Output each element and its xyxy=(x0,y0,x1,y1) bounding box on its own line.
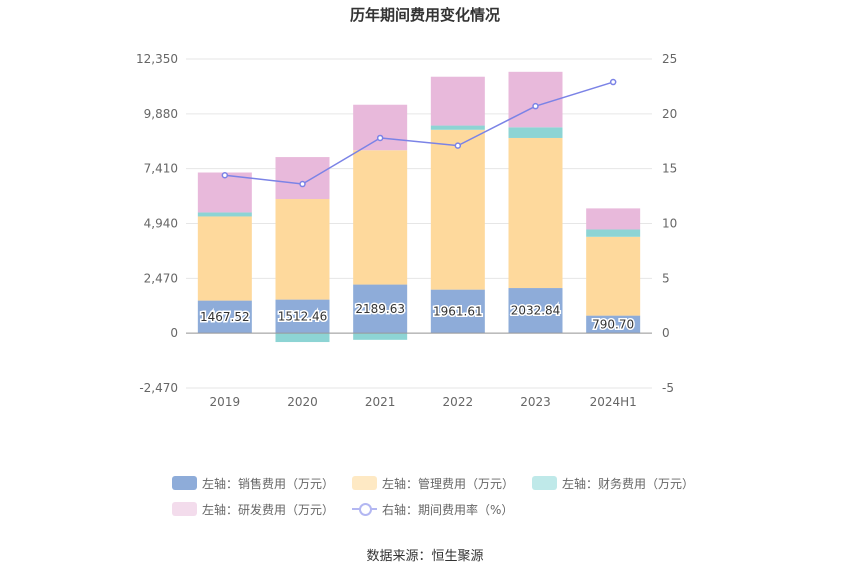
data-label-sales: 1961.61 xyxy=(433,304,483,318)
rate-point-2022 xyxy=(454,142,462,149)
bar-finance-2023 xyxy=(508,127,563,138)
bar-sales-2023 xyxy=(508,288,563,334)
bar-admin-2024H1 xyxy=(586,236,641,316)
legend-item-finance[interactable]: 左轴：财务费用（万元） xyxy=(532,475,694,492)
y-right-tick-label: -5 xyxy=(662,381,674,395)
data-label-sales: 2032.84 xyxy=(511,304,561,318)
bar-finance-2022 xyxy=(430,125,485,130)
data-label-sales: 1512.46 xyxy=(278,309,328,323)
data-label-sales: 2189.63 xyxy=(355,302,405,316)
bar-admin-2020 xyxy=(275,199,330,300)
legend-label-rate: 右轴：期间费用率（%） xyxy=(382,502,514,517)
y-right-tick-label: 15 xyxy=(662,162,677,176)
bar-rd-2023 xyxy=(508,71,563,128)
legend-label-sales: 左轴：销售费用（万元） xyxy=(202,476,335,491)
legend-swatch-sales xyxy=(172,476,197,490)
legend-item-admin[interactable]: 左轴：管理费用（万元） xyxy=(352,475,514,492)
bar-rd-2020 xyxy=(275,157,330,200)
bar-sales-2021 xyxy=(353,284,408,334)
legend-swatch-admin xyxy=(352,476,378,490)
legend-swatch-rd xyxy=(172,502,197,516)
data-source-note: 数据来源：恒生聚源 xyxy=(366,549,484,564)
y-left-tick-label: 9,880 xyxy=(144,107,178,121)
bar-sales-2024H1 xyxy=(586,315,641,334)
bar-finance-2020 xyxy=(275,333,330,343)
x-tick-label: 2020 xyxy=(287,395,318,409)
data-label-sales: 1467.52 xyxy=(200,310,250,324)
y-left-tick-label: 2,470 xyxy=(144,271,178,285)
x-tick-label: 2022 xyxy=(443,395,474,409)
bar-sales-2020 xyxy=(275,299,330,334)
legend-item-rate[interactable]: 右轴：期间费用率（%） xyxy=(352,501,513,518)
y-left-tick-label: 4,940 xyxy=(144,217,178,231)
rate-point-2019 xyxy=(221,171,229,179)
bar-finance-2024H1 xyxy=(586,229,641,237)
legend-label-admin: 左轴：管理费用（万元） xyxy=(382,476,515,491)
rate-point-2024H1 xyxy=(609,78,617,86)
rate-point-2020 xyxy=(299,180,306,188)
y-left-tick-label: -2,470 xyxy=(139,381,178,395)
rate-point-2021 xyxy=(376,134,384,142)
bar-admin-2022 xyxy=(430,129,485,290)
x-tick-label: 2023 xyxy=(520,395,551,409)
rate-point-2023 xyxy=(532,102,539,110)
bar-finance-2021 xyxy=(353,333,408,340)
legend-item-sales[interactable]: 左轴：销售费用（万元） xyxy=(172,475,334,492)
bar-admin-2019 xyxy=(197,216,252,301)
x-tick-label: 2021 xyxy=(365,395,396,409)
y-left-tick-label: 7,410 xyxy=(144,162,178,176)
y-right-tick-label: 5 xyxy=(662,271,670,285)
bar-finance-2019 xyxy=(197,212,252,217)
y-right-tick-label: 25 xyxy=(662,52,677,66)
y-right-tick-label: 10 xyxy=(662,217,677,231)
y-left-tick-label: 0 xyxy=(170,326,178,340)
bar-admin-2021 xyxy=(353,150,408,285)
y-right-tick-label: 0 xyxy=(662,326,670,340)
bar-admin-2023 xyxy=(508,137,563,289)
bar-rd-2021 xyxy=(353,104,408,151)
bar-rd-2019 xyxy=(197,172,252,213)
legend-label-finance: 左轴：财务费用（万元） xyxy=(562,476,695,491)
legend-item-rd[interactable]: 左轴：研发费用（万元） xyxy=(172,501,334,518)
x-tick-label: 2019 xyxy=(210,395,241,409)
legend-swatch-rate xyxy=(352,502,378,516)
legend-swatch-finance xyxy=(532,476,558,490)
chart-legend: 左轴：销售费用（万元） 左轴：管理费用（万元） 左轴：财务费用（万元） 左轴：研… xyxy=(172,470,732,522)
rate-line xyxy=(224,81,614,185)
y-left-tick-label: 12,350 xyxy=(136,52,178,66)
bar-sales-2022 xyxy=(430,289,485,334)
bar-rd-2024H1 xyxy=(586,208,641,230)
data-label-sales: 790.70 xyxy=(592,317,634,331)
y-right-tick-label: 20 xyxy=(662,107,677,121)
bar-sales-2019 xyxy=(197,300,252,334)
legend-label-rd: 左轴：研发费用（万元） xyxy=(202,502,335,517)
x-tick-label: 2024H1 xyxy=(590,395,637,409)
chart-title: 历年期间费用变化情况 xyxy=(349,6,500,24)
bar-rd-2022 xyxy=(430,76,485,126)
